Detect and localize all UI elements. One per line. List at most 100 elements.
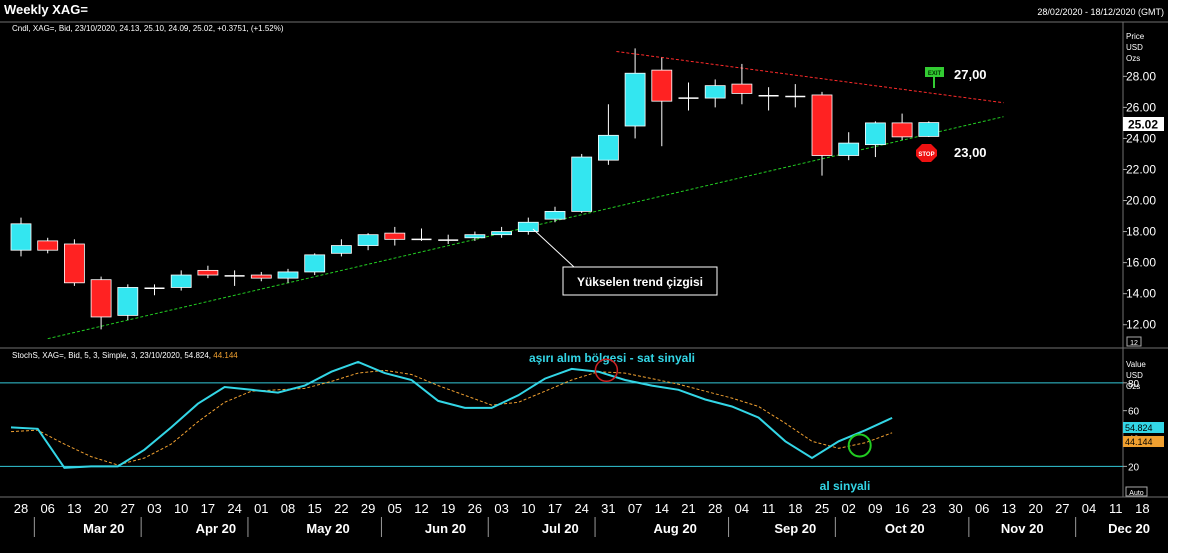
currency-axis-label: USD [1126, 43, 1143, 52]
chart-frame: Weekly XAG= 28/02/2020 - 18/12/2020 (GMT… [0, 0, 1168, 553]
buy-signal-circle [847, 433, 872, 458]
x-day-label: 27 [1055, 501, 1069, 516]
candle-body [838, 142, 860, 156]
price-tick-label: 28.00 [1126, 69, 1156, 83]
price-tick-label: 20.00 [1126, 194, 1156, 208]
candle [384, 226, 406, 246]
candle [491, 226, 513, 238]
candle [571, 153, 593, 213]
x-month-label: May 20 [306, 521, 349, 536]
scale-box[interactable] [1126, 336, 1142, 347]
x-axis-days: 28 06 13 20 27 03 10 17 24 01 08 15 22 29 05 12 19 26 03 10… [14, 501, 1150, 516]
candle-body [624, 72, 646, 127]
auto-scale-button[interactable] [1125, 486, 1148, 497]
last-price-box [1123, 117, 1164, 131]
stoch-unit-label: Ozs [1126, 382, 1140, 391]
candle [90, 276, 112, 330]
x-day-label: 21 [681, 501, 695, 516]
d-last-label: 44.144 [1125, 437, 1153, 447]
candle [250, 271, 272, 282]
d-last-box [1123, 436, 1164, 447]
x-day-label: 17 [548, 501, 562, 516]
price-tick-label: 14.00 [1126, 287, 1156, 301]
candle-body [571, 156, 593, 212]
x-day-label: 19 [441, 501, 455, 516]
price-tick-label: 22.00 [1126, 162, 1156, 176]
x-day-label: 20 [94, 501, 108, 516]
candle-body [651, 69, 673, 102]
stop-value: 23,00 [954, 145, 987, 160]
x-day-label: 11 [762, 501, 776, 516]
k-last-box [1123, 422, 1164, 433]
candle-body [64, 243, 85, 284]
x-day-label: 28 [14, 501, 28, 516]
candle [598, 104, 619, 165]
x-day-label: 10 [521, 501, 535, 516]
candle [678, 82, 699, 111]
candle-body [10, 223, 32, 251]
x-day-label: 23 [922, 501, 936, 516]
stoch-lines [10, 360, 893, 469]
candle [224, 270, 245, 286]
date-range: 28/02/2020 - 18/12/2020 (GMT) [1037, 7, 1164, 17]
sell-signal-circle [594, 358, 619, 383]
candle [785, 84, 806, 108]
x-day-label: 30 [948, 501, 962, 516]
x-month-label: Nov 20 [1001, 521, 1044, 536]
price-tick-label: 12.00 [1126, 318, 1156, 332]
x-month-label: Dec 20 [1108, 521, 1150, 536]
candle [517, 217, 539, 235]
candle-body [197, 269, 219, 276]
x-day-label: 13 [67, 501, 81, 516]
x-day-label: 20 [1028, 501, 1042, 516]
stoch-info-main: StochS, XAG=, Bid, 5, 3, Simple, 3, 23/1… [12, 351, 213, 360]
price-ticks: 12.00 14.00 16.00 18.00 20.00 22.00 24.00 26.00… [1123, 69, 1156, 332]
x-day-label: 18 [1135, 501, 1149, 516]
x-axis-months: Mar 20 Apr 20 May 20 Jun 20 Jul 20 Aug 20 Sep … [33, 517, 1150, 537]
trendlines [47, 50, 1004, 340]
candle-body [357, 234, 379, 246]
x-day-label: 02 [841, 501, 855, 516]
x-day-label: 24 [574, 501, 588, 516]
candle [865, 121, 886, 158]
candle-body [117, 287, 139, 316]
x-day-label: 11 [1109, 501, 1123, 516]
x-day-label: 01 [254, 501, 268, 516]
x-day-label: 03 [147, 501, 161, 516]
price-info: Cndl, XAG=, Bid, 23/10/2020, 24.13, 25.1… [12, 24, 284, 33]
candle-body [491, 231, 513, 236]
x-day-label: 26 [468, 501, 482, 516]
candle-body [464, 234, 486, 239]
candle [170, 270, 192, 291]
exit-value: 27,00 [954, 67, 987, 82]
x-day-label: 18 [788, 501, 802, 516]
x-day-label: 06 [975, 501, 989, 516]
x-day-label: 14 [655, 501, 669, 516]
candle [277, 268, 299, 283]
price-tick-label: 18.00 [1126, 225, 1156, 239]
price-axis-label: Price [1126, 32, 1145, 41]
x-day-label: 07 [628, 501, 642, 516]
candle-body [330, 245, 352, 254]
candle-body [90, 279, 112, 318]
x-day-label: 10 [174, 501, 188, 516]
x-day-label: 16 [895, 501, 909, 516]
candle [438, 234, 459, 244]
exit-marker: EXIT 27,00 [925, 67, 987, 88]
candle-body [598, 134, 619, 161]
annotation-box [562, 266, 718, 296]
stoch-tick-label: 20 [1128, 462, 1140, 473]
stoch-d-line [10, 369, 893, 466]
stop-sign-label: STOP [918, 152, 934, 158]
x-month-label: Sep 20 [774, 521, 816, 536]
candles [10, 48, 940, 330]
candle-body [37, 240, 59, 251]
x-day-label: 04 [1082, 501, 1096, 516]
stoch-tick-label: 60 [1128, 407, 1140, 418]
price-tick-label: 16.00 [1126, 256, 1156, 270]
x-day-label: 03 [494, 501, 508, 516]
candle [891, 113, 913, 140]
price-tick-label: 26.00 [1126, 100, 1156, 114]
x-month-label: Mar 20 [83, 521, 124, 536]
annotation-pointer [532, 228, 575, 268]
